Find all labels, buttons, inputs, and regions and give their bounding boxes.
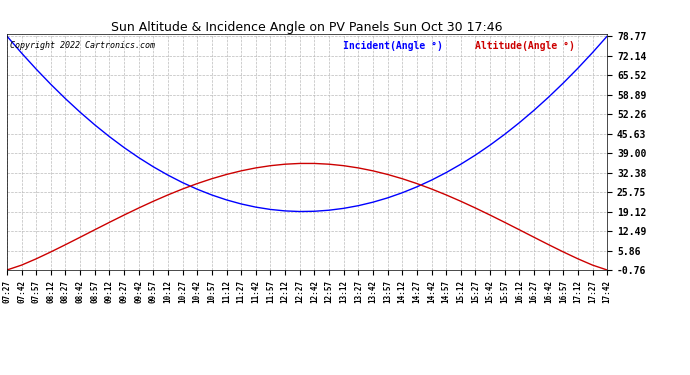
Text: Altitude(Angle °): Altitude(Angle °) xyxy=(475,41,575,51)
Title: Sun Altitude & Incidence Angle on PV Panels Sun Oct 30 17:46: Sun Altitude & Incidence Angle on PV Pan… xyxy=(111,21,503,34)
Text: Copyright 2022 Cartronics.com: Copyright 2022 Cartronics.com xyxy=(10,41,155,50)
Text: Incident(Angle °): Incident(Angle °) xyxy=(343,41,443,51)
